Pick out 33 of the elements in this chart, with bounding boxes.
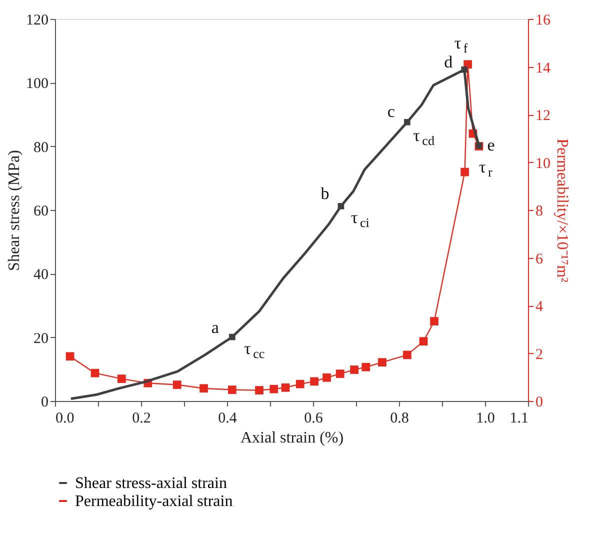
y2-tick-label: 16 <box>536 12 551 28</box>
y2-tick-label: 10 <box>536 156 550 172</box>
y-tick-label: 100 <box>26 76 48 92</box>
y-tick-label: 80 <box>34 140 48 156</box>
y-tick-label: 40 <box>34 267 48 284</box>
y2-tick-label: 14 <box>536 60 551 76</box>
y-tick-label: 120 <box>26 12 48 28</box>
y-tick-label: 60 <box>34 204 48 220</box>
y2-tick-label: 4 <box>536 299 544 315</box>
x-tick-label: 0.2 <box>132 410 151 426</box>
x-axis-title: Axial strain (%) <box>240 430 344 446</box>
x-tick-label: 1.0 <box>476 410 495 426</box>
x-tick-label: 1.1 <box>510 410 528 426</box>
legend-label: Shear stress-axial strain <box>75 475 227 492</box>
annotation: d <box>444 52 454 72</box>
y2-tick-label: 12 <box>536 108 550 124</box>
annotation: b <box>320 184 330 204</box>
x-tick-label: 0.4 <box>218 410 238 426</box>
y2-tick-label: 0 <box>536 394 543 410</box>
x-tick-label: 0.6 <box>304 410 324 426</box>
annotation: c <box>387 102 396 122</box>
x-tick-label: 0.0 <box>56 410 74 426</box>
y2-tick-label: 6 <box>536 251 544 268</box>
y-axis-title: Shear stress (MPa) <box>6 150 23 271</box>
y-tick-label: 20 <box>34 330 48 347</box>
y2-tick-label: 8 <box>536 204 543 220</box>
legend-label: Permeability-axial strain <box>75 493 233 510</box>
y2-axis-title: Permeability/×10⁻¹⁷m² <box>554 138 570 283</box>
y-tick-label: 0 <box>41 394 48 410</box>
x-tick-label: 0.8 <box>390 410 409 426</box>
annotation: a <box>211 318 220 338</box>
annotation: e <box>487 136 495 155</box>
y2-tick-label: 2 <box>536 346 543 363</box>
